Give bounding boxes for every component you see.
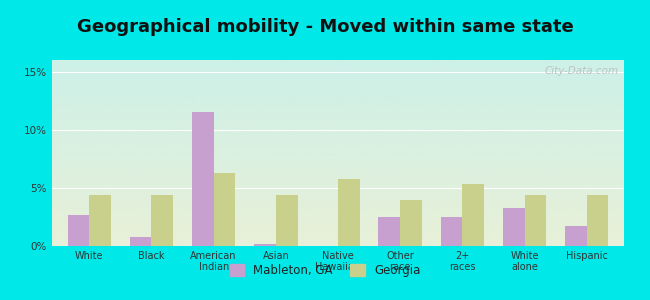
Bar [338,178,359,246]
Bar [400,200,422,246]
Bar [192,112,214,246]
Bar [130,237,151,246]
Bar [502,208,525,246]
Text: City-Data.com: City-Data.com [544,66,618,76]
Bar [565,226,587,246]
Bar [276,195,298,246]
Bar [151,195,174,246]
Bar [68,214,89,246]
Bar [441,217,462,246]
Bar [462,184,484,246]
Bar [89,195,111,246]
Bar [378,217,400,246]
Bar [525,195,546,246]
Bar [254,244,276,246]
Bar [587,195,608,246]
Bar [214,173,235,246]
Legend: Mableton, GA, Georgia: Mableton, GA, Georgia [225,260,425,282]
Text: Geographical mobility - Moved within same state: Geographical mobility - Moved within sam… [77,18,573,36]
